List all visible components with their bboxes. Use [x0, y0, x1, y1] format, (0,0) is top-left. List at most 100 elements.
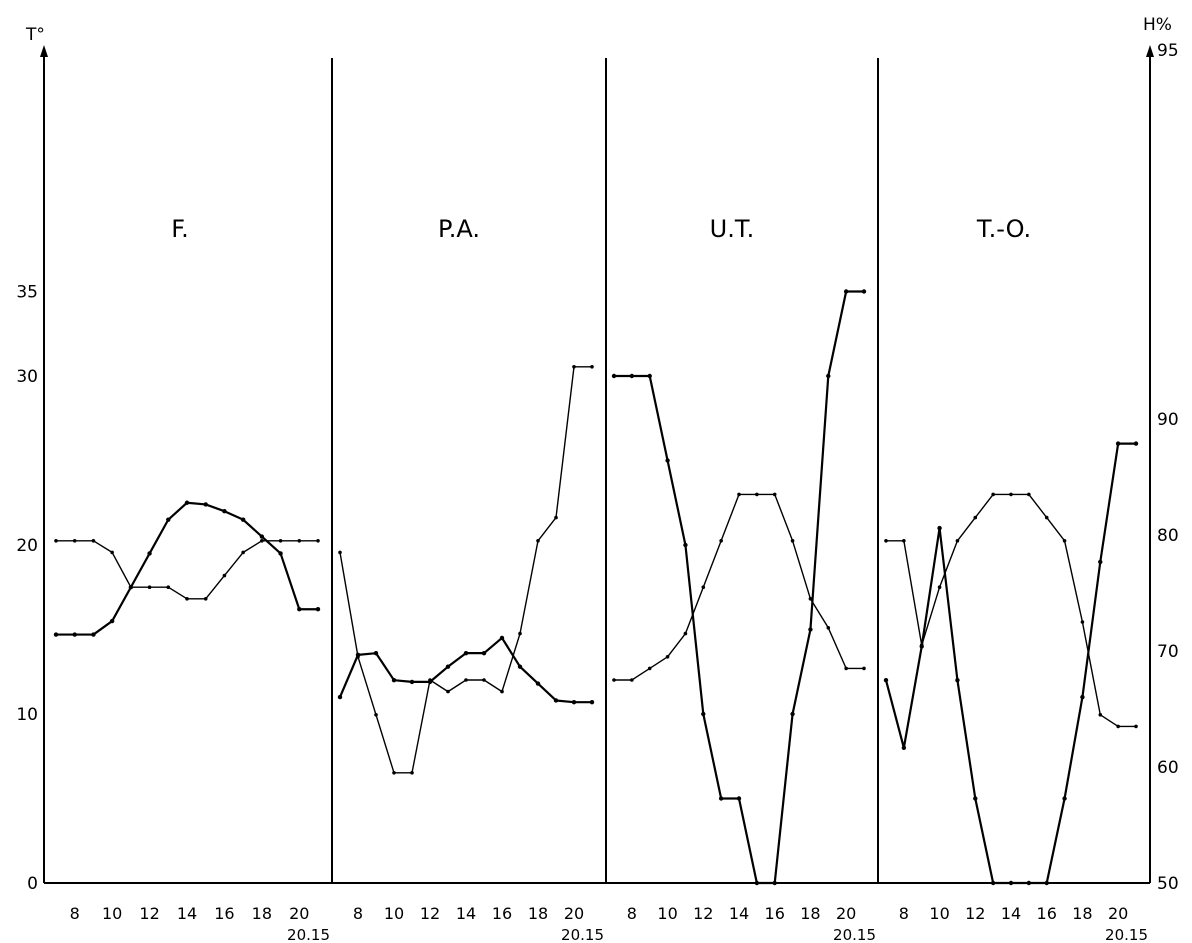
humidity-point: [1009, 492, 1013, 497]
temperature-point: [297, 607, 302, 612]
humidity-point: [991, 492, 995, 497]
temperature-point: [790, 711, 795, 717]
humidity-point: [500, 689, 504, 694]
temperature-point: [955, 678, 960, 683]
humidity-point: [572, 365, 576, 369]
temperature-point: [222, 509, 227, 514]
left-tick-label: 10: [16, 705, 38, 725]
temperature-point: [535, 681, 541, 686]
humidity-point: [937, 585, 942, 589]
x-tick-label: 12: [420, 904, 440, 923]
humidity-point: [110, 550, 114, 555]
x-tick-label: 16: [765, 904, 785, 923]
temperature-point: [1062, 796, 1067, 801]
left-axis-arrow: [40, 45, 48, 57]
temperature-point: [990, 880, 996, 886]
right-axis-arrow: [1146, 45, 1154, 57]
x-tick-label: 8: [627, 904, 637, 923]
humidity-point: [392, 771, 396, 775]
x-end-label: 20.15: [1105, 926, 1148, 943]
x-tick-label: 18: [800, 904, 820, 923]
temperature-point: [72, 632, 77, 637]
temperature-point: [409, 679, 415, 685]
humidity-point: [630, 678, 634, 682]
humidity-point: [1044, 515, 1049, 520]
humidity-point: [826, 626, 831, 630]
temperature-point: [53, 632, 59, 637]
temperature-point: [571, 699, 577, 705]
humidity-point: [222, 573, 227, 578]
humidity-point: [808, 597, 813, 601]
temperature-point: [1115, 441, 1121, 446]
axes: [40, 45, 1154, 884]
humidity-point: [518, 631, 522, 636]
x-tick-label: 14: [729, 904, 749, 923]
right-tick-label: 70: [1157, 642, 1179, 662]
temperature-point: [259, 534, 265, 539]
temperature-point: [166, 517, 171, 522]
left-tick-label: 35: [16, 283, 38, 303]
humidity-point: [410, 771, 414, 775]
temperature-point: [772, 880, 777, 886]
temperature-line: [338, 636, 592, 704]
x-tick-label: 10: [657, 904, 677, 923]
right-tick-label: 60: [1157, 758, 1179, 778]
x-tick-label: 18: [1072, 904, 1092, 923]
temperature-point: [147, 551, 152, 556]
temperature-point: [184, 500, 190, 505]
temperature-point: [683, 542, 688, 548]
humidity-point: [1027, 492, 1031, 497]
x-tick-label: 8: [899, 904, 909, 923]
humidity-point: [902, 539, 906, 543]
panel-title: F.: [171, 215, 189, 243]
x-tick-label: 12: [139, 904, 159, 923]
x-tick-label: 8: [70, 904, 80, 923]
humidity-point: [91, 539, 96, 543]
x-tick-label: 18: [528, 904, 548, 923]
humidity-line: [56, 540, 318, 600]
humidity-point: [665, 655, 670, 659]
left-tick-label: 0: [27, 874, 38, 894]
humidity-point: [590, 365, 594, 369]
temperature-point: [901, 745, 907, 750]
temperature-point: [109, 618, 115, 624]
humidity-point: [844, 666, 848, 671]
temperature-point: [1080, 694, 1085, 700]
temperature-line: [884, 442, 1136, 885]
temperature-point: [463, 650, 469, 656]
x-tick-label: 20: [836, 904, 856, 923]
temperature-point: [337, 694, 343, 700]
temperature-point: [647, 373, 652, 379]
x-end-label: 20.15: [833, 926, 876, 943]
temperature-point: [373, 650, 379, 656]
x-tick-label: 12: [965, 904, 985, 923]
right-tick-label: 80: [1157, 526, 1179, 546]
temperature-point: [553, 698, 559, 703]
humidity-point: [955, 539, 960, 543]
temperature-point: [808, 627, 813, 632]
temperature-point: [843, 289, 849, 294]
humidity-point: [278, 539, 283, 543]
humidity-point: [1134, 724, 1138, 729]
humidity-point: [241, 550, 245, 555]
humidity-point: [428, 678, 432, 682]
temperature-point: [701, 711, 706, 717]
right-axis-label: H%: [1143, 15, 1172, 35]
humidity-point: [129, 585, 133, 589]
humidity-point: [54, 539, 58, 543]
x-tick-label: 14: [177, 904, 197, 923]
temperature-point: [1044, 880, 1049, 886]
right-tick-label: 90: [1157, 410, 1179, 430]
panel-title: P.A.: [438, 215, 480, 243]
temperature-point: [445, 664, 451, 669]
temperature-point: [1133, 441, 1139, 446]
humidity-point: [446, 689, 450, 694]
temperature-point: [754, 880, 760, 886]
humidity-point: [338, 550, 342, 555]
x-tick-label: 10: [384, 904, 404, 923]
humidity-point: [203, 597, 208, 601]
humidity-point: [612, 678, 616, 682]
humidity-point: [1098, 713, 1103, 717]
humidity-point: [647, 666, 652, 671]
